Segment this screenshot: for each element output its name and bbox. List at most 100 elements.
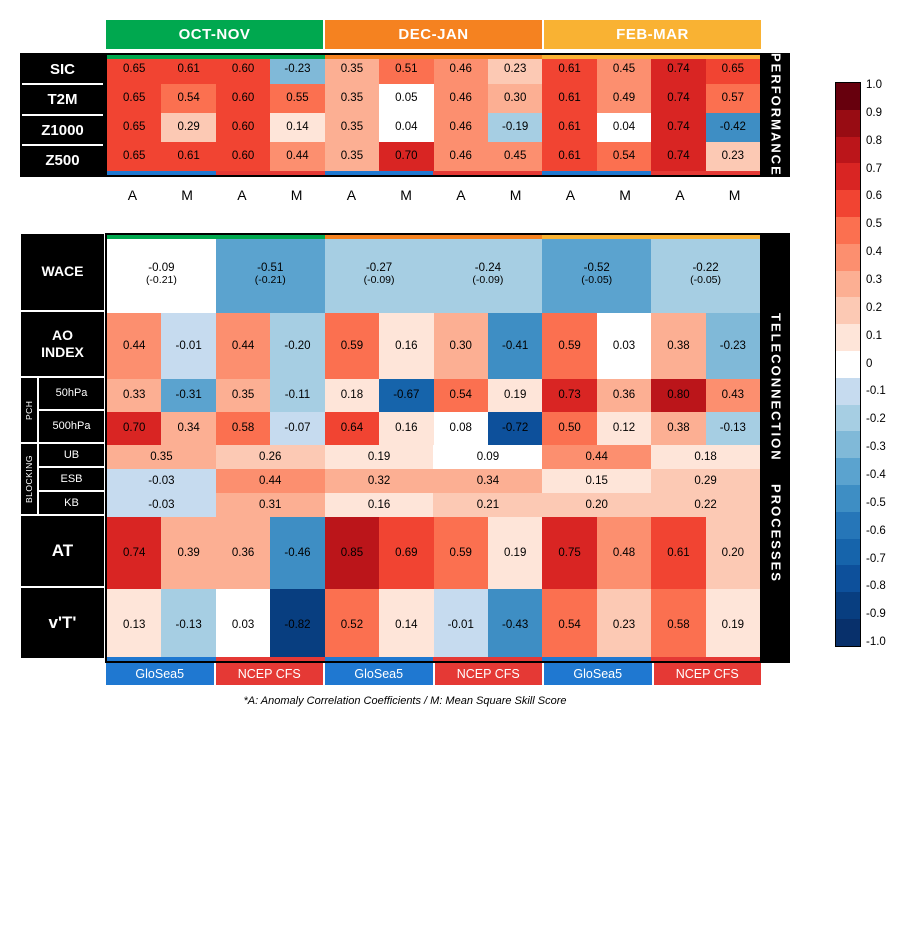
perf-cell: -0.19 <box>488 113 542 142</box>
tele-row-label: AO INDEX <box>20 311 105 377</box>
tele-cell: 0.59 <box>434 517 488 589</box>
tele-cell: -0.13 <box>706 412 760 445</box>
tele-cell: 0.48 <box>597 517 651 589</box>
tele-cell: 0.61 <box>651 517 705 589</box>
tele-cell: -0.31 <box>161 379 215 412</box>
tele-cell: -0.72 <box>488 412 542 445</box>
perf-cell: 0.44 <box>270 142 324 171</box>
season-header: OCT-NOV <box>106 20 323 49</box>
am-label: A <box>653 183 708 207</box>
tele-cell: 0.03 <box>597 313 651 379</box>
tele-cell: 0.19 <box>488 379 542 412</box>
perf-cell: 0.23 <box>488 55 542 84</box>
perf-cell: 0.74 <box>651 55 705 84</box>
tele-cell: -0.07 <box>270 412 324 445</box>
tele-cell: 0.44 <box>107 313 161 379</box>
am-label: A <box>215 183 270 207</box>
perf-cell: 0.74 <box>651 142 705 171</box>
tele-cell: -0.01 <box>434 589 488 661</box>
perf-side-label: PERFORMANCE <box>762 53 790 177</box>
am-label: A <box>434 183 489 207</box>
tele-sub-label: 500hPa <box>38 410 105 443</box>
perf-cell: 0.49 <box>597 84 651 113</box>
tele-cell: 0.16 <box>325 493 434 517</box>
perf-cell: 0.46 <box>434 84 488 113</box>
tele-cell: 0.54 <box>434 379 488 412</box>
tele-group-label: PCH <box>20 377 38 443</box>
tele-cell: 0.50 <box>542 412 596 445</box>
tele-cell: -0.24(-0.09) <box>433 235 542 313</box>
perf-cell: 0.61 <box>542 142 596 171</box>
tele-cell: 0.52 <box>325 589 379 661</box>
model-label: GloSea5 <box>106 663 214 685</box>
perf-cell: 0.30 <box>488 84 542 113</box>
tele-cell: 0.21 <box>433 493 542 517</box>
am-label: M <box>160 183 215 207</box>
tele-cell: -0.09(-0.21) <box>107 235 216 313</box>
perf-cell: 0.74 <box>651 84 705 113</box>
tele-cell: -0.01 <box>161 313 215 379</box>
am-label: A <box>105 183 160 207</box>
season-header: DEC-JAN <box>325 20 542 49</box>
season-headers: OCT-NOVDEC-JANFEB-MAR <box>105 20 790 49</box>
tele-cell: -0.20 <box>270 313 324 379</box>
tele-cell: 0.12 <box>597 412 651 445</box>
tele-cell: -0.82 <box>270 589 324 661</box>
performance-section: SICT2MZ1000Z500 0.650.610.60-0.230.350.5… <box>20 53 790 177</box>
tele-cell: 0.09 <box>433 445 542 469</box>
tele-cell: 0.58 <box>216 412 270 445</box>
perf-cell: 0.29 <box>161 113 215 142</box>
tele-cell: 0.13 <box>107 589 161 661</box>
tele-group-label: BLOCKING <box>20 443 38 515</box>
am-label: M <box>269 183 324 207</box>
perf-cell: 0.05 <box>379 84 433 113</box>
perf-cell: 0.61 <box>161 55 215 84</box>
tele-cell: 0.29 <box>651 469 760 493</box>
model-label: GloSea5 <box>325 663 433 685</box>
tele-row-label: WACE <box>20 233 105 311</box>
tele-cell: 0.73 <box>542 379 596 412</box>
perf-cell: 0.61 <box>542 113 596 142</box>
perf-row-label: Z1000 <box>22 116 103 146</box>
perf-cell: 0.61 <box>542 55 596 84</box>
tele-cell: -0.43 <box>488 589 542 661</box>
tele-cell: 0.58 <box>651 589 705 661</box>
tele-cell: -0.03 <box>107 493 216 517</box>
model-label: NCEP CFS <box>216 663 324 685</box>
perf-cell: 0.45 <box>597 55 651 84</box>
season-header: FEB-MAR <box>544 20 761 49</box>
perf-cell: 0.65 <box>706 55 760 84</box>
perf-cell: 0.65 <box>107 84 161 113</box>
perf-cell: 0.04 <box>379 113 433 142</box>
am-label: M <box>379 183 434 207</box>
tele-row-label: AT <box>20 515 105 587</box>
am-label: A <box>324 183 379 207</box>
tele-cell: -0.27(-0.09) <box>325 235 434 313</box>
tele-cell: 0.32 <box>325 469 434 493</box>
main-chart: OCT-NOVDEC-JANFEB-MAR SICT2MZ1000Z500 0.… <box>20 20 790 707</box>
am-label: M <box>488 183 543 207</box>
tele-cell: 0.16 <box>379 313 433 379</box>
tele-cell: -0.41 <box>488 313 542 379</box>
perf-cell: 0.23 <box>706 142 760 171</box>
perf-cell: 0.55 <box>270 84 324 113</box>
tele-cell: 0.38 <box>651 313 705 379</box>
perf-cell: 0.04 <box>597 113 651 142</box>
perf-row-label: SIC <box>22 55 103 85</box>
tele-cell: -0.23 <box>706 313 760 379</box>
tele-cell: 0.39 <box>161 517 215 589</box>
tele-cell: 0.03 <box>216 589 270 661</box>
footnote: *A: Anomaly Correlation Coefficients / M… <box>20 695 790 707</box>
tele-cell: 0.19 <box>488 517 542 589</box>
tele-row-label: v'T' <box>20 587 105 659</box>
perf-cell: 0.74 <box>651 113 705 142</box>
perf-cell: -0.42 <box>706 113 760 142</box>
perf-cell: 0.60 <box>216 142 270 171</box>
tele-cell: 0.44 <box>216 469 325 493</box>
tele-sub-label: UB <box>38 443 105 467</box>
tele-cell: 0.19 <box>325 445 434 469</box>
tele-cell: 0.35 <box>216 379 270 412</box>
tele-cell: 0.44 <box>216 313 270 379</box>
tele-cell: 0.75 <box>542 517 596 589</box>
tele-cell: 0.38 <box>651 412 705 445</box>
